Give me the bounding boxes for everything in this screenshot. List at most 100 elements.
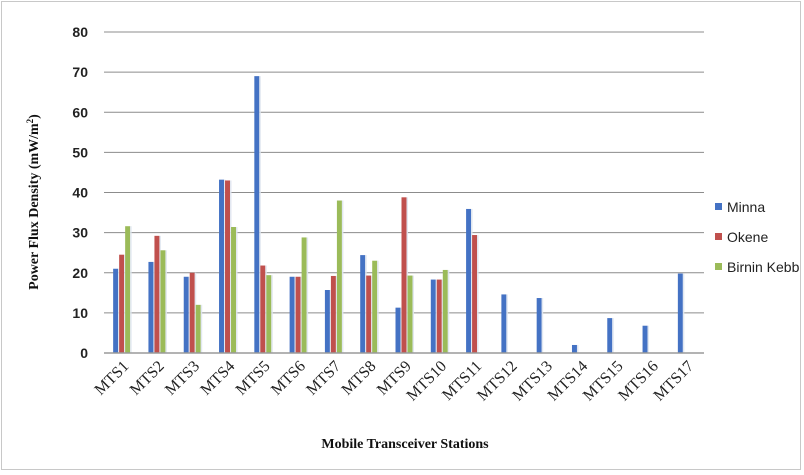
bar-shadow <box>236 227 238 353</box>
x-tick-label: MTS10 <box>404 358 451 405</box>
bar-shadow <box>230 180 232 353</box>
x-tick-label: MTS4 <box>197 358 238 399</box>
legend: Minna Okene Birnin Kebb <box>715 199 800 275</box>
bar-okene-mts2 <box>154 235 160 353</box>
bar-shadow <box>306 237 309 353</box>
legend-swatch-okene <box>715 233 722 240</box>
y-tick-label: 20 <box>72 265 88 281</box>
bar-shadow <box>153 261 155 353</box>
bar-minna-mts2 <box>148 261 154 353</box>
y-tick-label: 40 <box>72 185 88 201</box>
legend-label: Minna <box>727 199 765 215</box>
x-tick-label: MTS17 <box>651 358 698 405</box>
y-tick-label: 10 <box>72 305 88 321</box>
bar-shadow <box>159 235 161 353</box>
bar-okene-mts9 <box>401 197 407 353</box>
bar-shadow <box>412 275 414 353</box>
bar-shadow <box>165 250 167 353</box>
x-tick-label: MTS6 <box>268 358 309 399</box>
bar-minna-mts4 <box>219 179 225 353</box>
bar-birnin-kebbi-mts8 <box>372 260 378 353</box>
legend-swatch-birnin-kebbi <box>715 263 722 270</box>
bar-minna-mts9 <box>395 307 401 353</box>
bar-birnin-kebbi-mts2 <box>160 250 166 353</box>
bar-shadow <box>329 290 332 353</box>
y-tick-label: 0 <box>80 345 88 361</box>
bar-shadow <box>365 255 367 353</box>
bar-minna-mts13 <box>536 298 542 353</box>
bar-shadow <box>200 304 203 353</box>
bar-shadow <box>647 325 650 353</box>
bar-minna-mts6 <box>289 276 295 353</box>
bar-minna-mts7 <box>324 290 330 353</box>
bar-okene-mts6 <box>295 276 301 353</box>
bar-shadow <box>271 275 273 353</box>
y-tick-label: 50 <box>72 144 88 160</box>
bar-shadow <box>259 76 261 353</box>
y-tick-label: 80 <box>72 24 88 40</box>
bar-shadow <box>224 179 226 353</box>
x-axis-ticks: MTS1MTS2MTS3MTS4MTS5MTS6MTS7MTS8MTS9MTS1… <box>92 358 698 405</box>
bar-okene-mts10 <box>436 279 442 353</box>
bar-okene-mts1 <box>119 254 125 353</box>
bar-okene-mts11 <box>472 235 478 353</box>
bar-shadow <box>612 318 614 353</box>
gridlines <box>104 31 704 354</box>
bar-shadow <box>294 276 297 353</box>
bar-birnin-kebbi-mts4 <box>231 227 237 353</box>
legend-label: Okene <box>727 229 768 245</box>
bar-shadow <box>441 279 444 353</box>
bar-minna-mts1 <box>113 268 119 353</box>
bar-minna-mts12 <box>501 294 507 353</box>
y-tick-label: 60 <box>72 104 88 120</box>
bar-shadow <box>682 273 685 353</box>
bar-birnin-kebbi-mts3 <box>195 304 201 353</box>
x-tick-label: MTS8 <box>339 358 380 399</box>
bar-shadow <box>477 235 479 353</box>
bar-shadow <box>576 344 579 353</box>
bar-shadow <box>188 276 191 353</box>
bar-minna-mts5 <box>254 76 260 353</box>
bar-minna-mts14 <box>571 344 577 353</box>
bar-shadow <box>265 265 267 353</box>
bar-birnin-kebbi-mts9 <box>407 275 413 353</box>
bar-okene-mts3 <box>189 272 195 353</box>
bar-okene-mts8 <box>366 275 372 353</box>
bar-shadow <box>541 298 544 353</box>
bar-shadow <box>447 269 450 353</box>
x-tick-label: MTS5 <box>233 358 274 399</box>
x-axis-title: Mobile Transceiver Stations <box>321 437 489 452</box>
bar-shadow <box>471 208 473 353</box>
bar-okene-mts4 <box>225 180 231 353</box>
bar-shadow <box>341 200 344 353</box>
bar-shadow <box>335 275 338 353</box>
bar-birnin-kebbi-mts7 <box>336 200 342 353</box>
bar-shadow <box>506 294 508 353</box>
bar-minna-mts3 <box>183 276 189 353</box>
bar-shadow <box>194 272 197 353</box>
bar-shadow <box>118 268 120 353</box>
legend-label: Birnin Kebb <box>727 259 800 275</box>
bar-minna-mts8 <box>360 255 366 353</box>
bar-minna-mts17 <box>677 273 683 353</box>
bar-minna-mts11 <box>466 208 472 353</box>
y-axis-ticks: 0 10 20 30 40 50 60 70 80 <box>72 24 88 361</box>
bar-birnin-kebbi-mts10 <box>442 269 448 353</box>
bar-shadow <box>435 279 438 353</box>
bar-birnin-kebbi-mts1 <box>125 226 131 353</box>
x-tick-label: MTS2 <box>127 358 168 399</box>
bar-shadow <box>377 260 379 353</box>
bar-birnin-kebbi-mts6 <box>301 237 307 353</box>
y-tick-label: 70 <box>72 64 88 80</box>
y-tick-label: 30 <box>72 225 88 241</box>
x-tick-label: MTS3 <box>162 358 203 399</box>
bar-shadow <box>406 197 408 353</box>
bar-shadow <box>400 307 402 353</box>
y-axis-title: Power Flux Density (mW/m2) <box>25 114 42 290</box>
bar-birnin-kebbi-mts5 <box>266 275 272 353</box>
bar-shadow <box>130 226 132 353</box>
x-tick-label: MTS1 <box>92 358 133 399</box>
legend-swatch-minna <box>715 203 722 210</box>
